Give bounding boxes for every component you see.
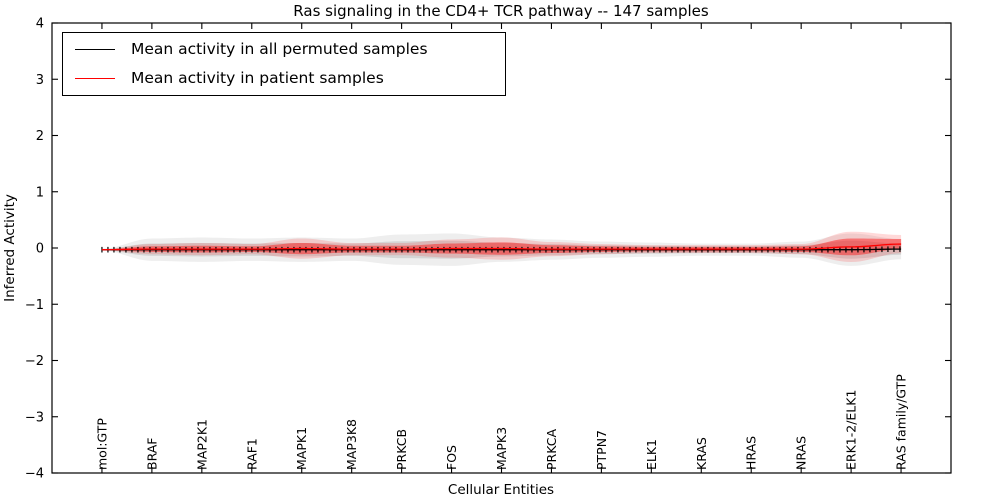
x-tick-label: ELK1 bbox=[644, 439, 659, 470]
patient-std-band bbox=[101, 231, 902, 263]
plot-area: 4 3 2 1 0 −1 −2 −3 −4 mol:GTP BRAF MAP2K1 RAF1 MAPK1 M… bbox=[25, 17, 952, 482]
y-tick-label: 4 bbox=[36, 17, 44, 32]
x-tick-label: PRKCA bbox=[544, 429, 559, 470]
patient-line-swatch bbox=[75, 78, 115, 79]
permuted-line-swatch bbox=[75, 49, 115, 50]
x-tick-label: KRAS bbox=[694, 437, 709, 470]
x-tick-label: MAP2K1 bbox=[194, 419, 209, 470]
legend-item-patient: Mean activity in patient samples bbox=[75, 65, 505, 93]
x-tick-label: PRKCB bbox=[394, 429, 409, 470]
x-tick-label: MAPK3 bbox=[494, 427, 509, 470]
x-tick-label: PTPN7 bbox=[594, 430, 609, 470]
x-tick-label: MAPK1 bbox=[294, 427, 309, 470]
y-axis-label: Inferred Activity bbox=[2, 194, 18, 302]
y-tick-label: −2 bbox=[25, 354, 44, 369]
x-tick-label: ERK1-2/ELK1 bbox=[844, 390, 859, 470]
patient-mean-line bbox=[101, 243, 902, 251]
x-tick-label: mol:GTP bbox=[94, 418, 109, 470]
x-tick-label: NRAS bbox=[794, 436, 809, 470]
y-tick-label: 2 bbox=[36, 129, 44, 144]
y-tick-label: 0 bbox=[36, 242, 44, 257]
chart-title: Ras signaling in the CD4+ TCR pathway --… bbox=[293, 2, 709, 20]
y-tick-label: −1 bbox=[25, 298, 44, 313]
legend-label-patient: Mean activity in patient samples bbox=[131, 68, 384, 87]
y-tick-label: −3 bbox=[25, 410, 44, 425]
x-tick-label: RAS family/GTP bbox=[894, 374, 909, 470]
x-tick-label: MAP3K8 bbox=[344, 419, 359, 470]
legend-item-permuted: Mean activity in all permuted samples bbox=[75, 36, 505, 64]
x-tick-label: HRAS bbox=[744, 436, 759, 470]
patient-std-band bbox=[101, 238, 902, 256]
y-tick-label: 3 bbox=[36, 73, 44, 88]
x-tick-label: BRAF bbox=[144, 438, 159, 471]
x-tick-label: FOS bbox=[444, 445, 459, 470]
x-axis-label: Cellular Entities bbox=[448, 482, 554, 498]
y-tick-label: 1 bbox=[36, 185, 44, 200]
chart-legend: Mean activity in all permuted samples Me… bbox=[62, 32, 506, 96]
x-tick-label: RAF1 bbox=[244, 438, 259, 470]
y-tick-label: −4 bbox=[25, 467, 44, 482]
legend-label-permuted: Mean activity in all permuted samples bbox=[131, 39, 428, 58]
